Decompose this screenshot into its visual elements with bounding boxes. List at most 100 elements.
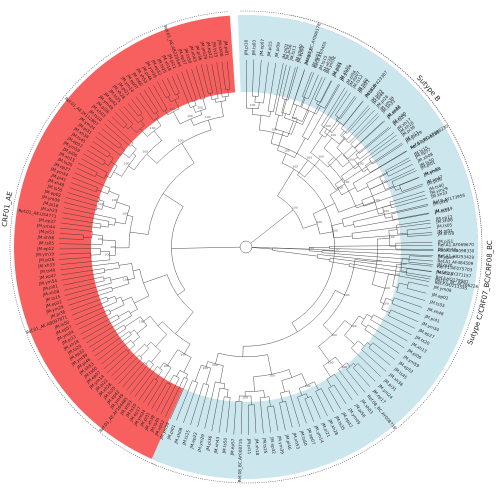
tip-label: JM.xh33 — [37, 262, 55, 269]
branch — [153, 85, 168, 110]
branch — [287, 120, 294, 137]
branch — [369, 138, 398, 160]
branch — [394, 297, 423, 308]
branch — [363, 168, 368, 173]
tip-label: JM.pi51 — [38, 229, 55, 235]
branch — [219, 365, 224, 383]
branch — [155, 369, 163, 380]
branch — [344, 315, 360, 336]
branch — [89, 324, 124, 348]
branch — [329, 261, 350, 266]
bootstrap-label: 100 — [308, 246, 314, 250]
branch — [134, 329, 140, 337]
stem-branch — [191, 246, 241, 249]
tip-label: JM.ep02 — [431, 292, 450, 301]
branch — [385, 216, 393, 219]
tip-label: JM.ts15 — [44, 294, 61, 303]
branch — [364, 329, 400, 354]
branch — [128, 165, 135, 171]
branch — [215, 381, 225, 384]
branch — [396, 225, 398, 235]
branch — [78, 162, 98, 173]
bootstrap-label: 100 — [316, 220, 322, 224]
branch — [65, 197, 98, 207]
branch — [323, 356, 336, 366]
tip-label: JM.pi01 — [436, 228, 453, 234]
tip-label: JM.ym44 — [437, 247, 456, 252]
tip-label: JM.ts25 — [262, 437, 269, 454]
branch — [168, 374, 175, 384]
branch — [309, 250, 323, 252]
tip-label: JM.pi01 — [166, 424, 177, 441]
bootstrap-label: 100 — [383, 301, 389, 305]
branch — [344, 335, 355, 345]
bootstrap-label: 100 — [338, 185, 344, 189]
branch — [269, 111, 271, 117]
branch — [306, 393, 309, 398]
branch — [400, 270, 407, 272]
branch — [110, 161, 118, 167]
branch — [342, 105, 369, 136]
bootstrap-label: 100 — [331, 333, 337, 337]
branch — [275, 64, 287, 115]
branch — [60, 262, 119, 271]
branch — [324, 83, 339, 109]
branch — [71, 182, 97, 193]
branch — [352, 183, 358, 192]
branch — [324, 95, 356, 138]
branch — [60, 227, 93, 232]
branch — [385, 297, 394, 301]
branch — [353, 363, 356, 366]
branch — [302, 76, 323, 122]
branch — [155, 334, 167, 347]
branch — [346, 369, 366, 393]
bootstrap-label: 100 — [382, 179, 388, 183]
stem-branch — [251, 246, 316, 250]
branch — [316, 105, 321, 115]
branch — [328, 388, 341, 410]
branch — [331, 122, 340, 133]
bootstrap-label: 100 — [292, 164, 298, 168]
branch — [317, 254, 433, 267]
branch — [407, 234, 433, 237]
tip-label: JM.ts05 — [38, 240, 55, 245]
root-node — [239, 240, 253, 254]
branch — [138, 378, 155, 401]
branch — [146, 341, 152, 347]
branch — [391, 205, 428, 215]
tip-label: JM.ym39 — [277, 435, 285, 455]
branch — [82, 318, 120, 340]
tip-label: JM.ts15 — [211, 41, 219, 58]
branch — [327, 156, 335, 164]
branch — [192, 380, 198, 383]
branch — [60, 222, 101, 229]
tip-label: JM.ts20 — [56, 156, 73, 168]
branch — [291, 119, 298, 135]
branch — [68, 290, 113, 306]
branch — [316, 100, 319, 105]
branch — [140, 128, 148, 137]
branch — [122, 296, 132, 302]
branch — [282, 66, 291, 99]
branch — [341, 187, 356, 196]
branch — [372, 144, 403, 165]
clade-arc-subtype-c — [151, 10, 483, 484]
branch — [254, 102, 264, 104]
branch — [139, 92, 155, 115]
branch — [101, 128, 122, 145]
branch — [130, 308, 138, 314]
branch — [389, 191, 425, 203]
tip-label: JM.pi15 — [266, 40, 273, 57]
branch — [58, 257, 91, 260]
branch — [343, 101, 363, 126]
branch — [377, 238, 390, 240]
branch — [224, 396, 231, 398]
branch — [388, 229, 398, 231]
branch — [335, 92, 351, 116]
bootstrap-label: 100 — [139, 319, 145, 323]
branch — [175, 92, 180, 96]
branch — [216, 62, 223, 98]
bootstrap-label: 100 — [212, 363, 218, 367]
branch — [225, 89, 231, 91]
branch — [123, 106, 139, 124]
